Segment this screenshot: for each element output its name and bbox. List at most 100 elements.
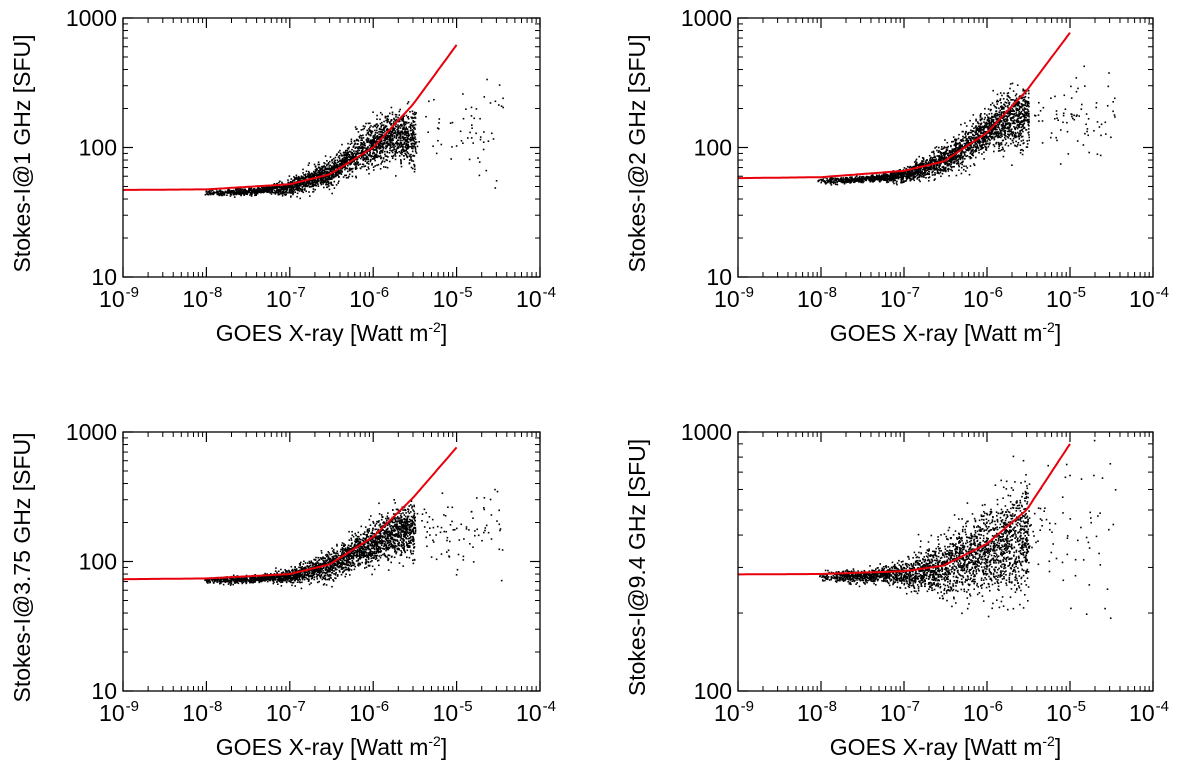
- scatter-point: [302, 185, 305, 187]
- scatter-point: [354, 163, 357, 165]
- scatter-point: [386, 115, 388, 118]
- scatter-point: [412, 126, 414, 128]
- scatter-point: [924, 171, 926, 174]
- scatter-point: [975, 156, 977, 159]
- scatter-point: [302, 177, 305, 180]
- scatter-point: [982, 135, 985, 138]
- scatter-point: [380, 135, 382, 137]
- scatter-point: [379, 122, 382, 125]
- scatter-point: [459, 130, 462, 133]
- scatter-point: [972, 151, 975, 154]
- scatter-point: [385, 138, 388, 141]
- scatter-point: [381, 133, 383, 136]
- scatter-point: [389, 121, 391, 124]
- scatter-point: [943, 167, 945, 169]
- scatter-point: [289, 185, 291, 187]
- scatter-point: [384, 115, 387, 118]
- scatter-point: [916, 164, 919, 166]
- scatter-point: [406, 130, 409, 133]
- scatter-point: [227, 189, 229, 191]
- scatter-point: [404, 139, 407, 141]
- scatter-point: [384, 150, 386, 153]
- scatter-point: [327, 162, 330, 164]
- scatter-point: [944, 161, 947, 164]
- scatter-point: [940, 156, 943, 158]
- scatter-point: [917, 173, 920, 175]
- scatter-point: [830, 182, 833, 184]
- scatter-point: [960, 172, 963, 175]
- scatter-point: [979, 135, 982, 137]
- scatter-point: [345, 174, 347, 177]
- scatter-point: [357, 131, 360, 133]
- scatter-point: [277, 191, 280, 194]
- scatter-point: [358, 146, 361, 148]
- scatter-point: [289, 189, 291, 192]
- scatter-point: [355, 158, 358, 160]
- scatter-point: [479, 138, 482, 141]
- scatter-point: [243, 194, 246, 196]
- scatter-point: [378, 143, 380, 146]
- scatter-point: [1021, 153, 1024, 156]
- scatter-point: [413, 127, 415, 130]
- scatter-point: [253, 188, 256, 190]
- scatter-point: [385, 125, 388, 128]
- scatter-point: [494, 187, 497, 189]
- scatter-point: [376, 156, 379, 159]
- scatter-point: [943, 146, 946, 148]
- scatter-point: [991, 102, 994, 104]
- scatter-point: [308, 180, 311, 183]
- scatter-point: [364, 165, 367, 167]
- scatter-point: [366, 129, 368, 132]
- scatter-point: [367, 166, 370, 168]
- scatter-point: [991, 133, 993, 135]
- scatter-point: [967, 146, 969, 148]
- scatter-point: [314, 188, 316, 191]
- scatter-point: [977, 134, 979, 137]
- scatter-point: [318, 170, 320, 172]
- scatter-point: [400, 151, 402, 153]
- scatter-point: [987, 108, 990, 110]
- scatter-point: [407, 132, 410, 134]
- scatter-point: [965, 135, 967, 137]
- scatter-point: [402, 132, 404, 134]
- scatter-point: [971, 125, 973, 128]
- scatter-point: [235, 189, 237, 191]
- scatter-point: [988, 120, 990, 123]
- scatter-point: [862, 175, 864, 178]
- scatter-point: [967, 136, 970, 139]
- scatter-point: [401, 136, 404, 139]
- scatter-point: [361, 163, 364, 166]
- scatter-point: [1064, 108, 1067, 110]
- scatter-point: [1027, 123, 1030, 126]
- scatter-point: [409, 124, 412, 126]
- scatter-point: [309, 195, 311, 197]
- scatter-point: [383, 160, 386, 163]
- scatter-point: [379, 137, 382, 139]
- scatter-point: [379, 144, 382, 147]
- scatter-point: [335, 184, 338, 186]
- scatter-point: [983, 128, 985, 130]
- scatter-point: [952, 166, 954, 168]
- scatter-point: [263, 191, 266, 193]
- scatter-point: [1015, 103, 1018, 105]
- scatter-point: [309, 179, 312, 182]
- scatter-point: [380, 126, 382, 128]
- scatter-point: [931, 171, 934, 174]
- scatter-point: [254, 194, 256, 197]
- scatter-point: [905, 175, 907, 178]
- scatter-point: [376, 132, 379, 134]
- scatter-point: [1026, 143, 1029, 145]
- scatter-point: [219, 192, 222, 194]
- scatter-point: [1077, 87, 1079, 90]
- scatter-point: [414, 143, 417, 145]
- scatter-point: [999, 149, 1001, 152]
- scatter-point: [397, 129, 399, 131]
- scatter-point: [396, 144, 398, 146]
- scatter-point: [948, 163, 951, 165]
- scatter-point: [372, 148, 375, 150]
- scatter-point: [345, 154, 348, 156]
- scatter-point: [995, 118, 997, 120]
- scatter-point: [262, 191, 264, 194]
- scatter-point: [365, 149, 367, 151]
- scatter-point: [362, 159, 365, 162]
